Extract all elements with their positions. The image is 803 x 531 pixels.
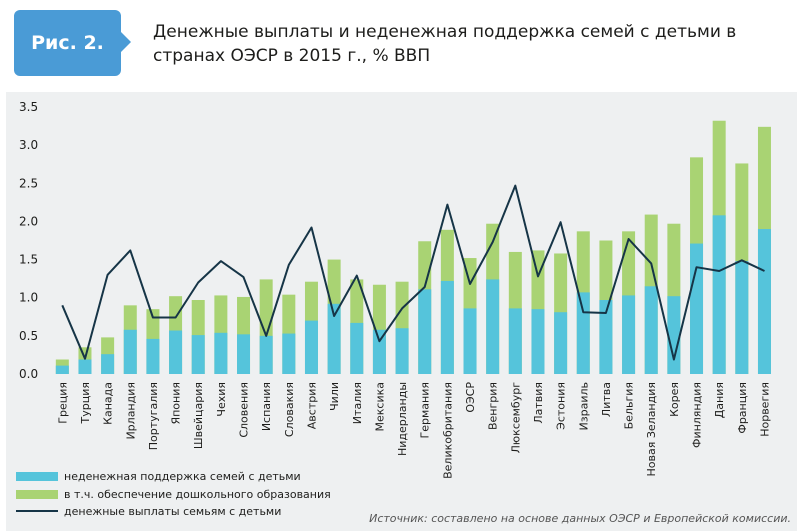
y-tick-label: 2.5 — [19, 176, 38, 190]
bar-non-monetary — [146, 338, 160, 374]
y-tick-label: 0.5 — [19, 329, 38, 343]
x-tick-label: Канада — [102, 382, 115, 425]
x-tick-label: Дания — [713, 382, 726, 418]
legend-swatch — [16, 490, 58, 499]
x-tick-label: Австрия — [305, 382, 318, 429]
x-tick-label: Испания — [260, 382, 273, 431]
chart-svg: 0.0 0.5 1.0 1.5 2.0 2.5 3.0 3.5 Греция Турция Кан… — [16, 100, 791, 525]
figure-badge-arrow — [120, 31, 131, 53]
bar-non-monetary — [169, 330, 183, 374]
source-note: Источник: составлено на основе данных ОЭ… — [369, 512, 791, 525]
x-tick-label: Чили — [328, 382, 341, 411]
bar-non-monetary — [259, 335, 273, 374]
x-tick-label: Чехия — [215, 382, 228, 417]
chart-title: Денежные выплаты и неденежная поддержка … — [153, 22, 737, 66]
x-tick-label: Словакия — [283, 382, 296, 437]
bar-non-monetary — [440, 280, 454, 374]
y-tick-label: 0.0 — [19, 367, 38, 381]
x-tick-label: Бельгия — [623, 382, 636, 429]
bar-non-monetary — [644, 286, 658, 374]
x-tick-label: Израиль — [577, 382, 590, 430]
x-tick-label: Швейцария — [192, 382, 205, 449]
bar-non-monetary — [486, 279, 500, 374]
bar-non-monetary — [712, 215, 726, 374]
x-tick-label: Финляндия — [691, 382, 704, 448]
bar-non-monetary — [78, 359, 92, 374]
bar-non-monetary — [735, 261, 749, 374]
bar-non-monetary — [327, 303, 341, 374]
x-tick-label: Ирландия — [124, 382, 137, 440]
x-tick-label: Эстония — [555, 382, 568, 430]
y-tick-label: 1.0 — [19, 291, 38, 305]
x-tick-label: Великобритания — [441, 382, 454, 479]
legend-label: денежные выплаты семьям с детьми — [64, 505, 281, 518]
x-tick-label: Словения — [238, 382, 251, 438]
bar-non-monetary — [237, 334, 251, 374]
x-tick-label: Люксембург — [509, 382, 522, 454]
bar-non-monetary — [350, 322, 364, 374]
x-tick-label: Корея — [668, 382, 681, 417]
bar-non-monetary — [554, 312, 568, 374]
y-axis: 0.0 0.5 1.0 1.5 2.0 2.5 3.0 3.5 — [19, 100, 38, 381]
bar-non-monetary — [463, 308, 477, 374]
chart-area: 0.0 0.5 1.0 1.5 2.0 2.5 3.0 3.5 Греция Турция Кан… — [6, 92, 797, 531]
bar-non-monetary — [667, 296, 681, 374]
x-tick-label: Венгрия — [487, 382, 500, 430]
x-tick-label: Португалия — [147, 382, 160, 450]
figure-badge: Рис. 2. — [14, 10, 121, 76]
bar-non-monetary — [576, 292, 590, 374]
x-tick-label: Литва — [600, 382, 613, 417]
bar-non-monetary — [55, 365, 69, 374]
bar-non-monetary — [690, 243, 704, 374]
x-tick-label: Нидерланды — [396, 382, 409, 456]
bar-non-monetary — [508, 308, 522, 374]
bar-non-monetary — [599, 300, 613, 374]
legend: неденежная поддержка семей с детьми в т.ч… — [16, 470, 331, 518]
bar-non-monetary — [531, 309, 545, 374]
y-tick-label: 1.5 — [19, 253, 38, 267]
y-tick-label: 2.0 — [19, 214, 38, 228]
x-tick-label: Новая Зеландия — [645, 382, 658, 477]
cash-line — [61, 184, 765, 361]
y-tick-label: 3.5 — [19, 100, 38, 114]
bars — [55, 120, 771, 374]
bar-non-monetary — [757, 229, 771, 374]
bar-non-monetary — [123, 329, 137, 374]
bar-non-monetary — [214, 332, 228, 374]
cash-line-path — [61, 184, 765, 361]
legend-label: неденежная поддержка семей с детьми — [64, 470, 301, 483]
bar-non-monetary — [101, 354, 115, 374]
x-tick-label: Мексика — [373, 382, 386, 431]
y-tick-label: 3.0 — [19, 138, 38, 152]
x-tick-label: Италия — [351, 382, 364, 424]
bar-non-monetary — [191, 335, 205, 374]
bar-non-monetary — [622, 295, 636, 374]
x-tick-label: ОЭСР — [464, 382, 477, 413]
bar-non-monetary — [304, 320, 318, 374]
bar-non-monetary — [372, 329, 386, 374]
x-tick-label: Турция — [79, 382, 92, 424]
x-tick-label: Норвегия — [758, 382, 771, 437]
legend-swatch — [16, 472, 58, 481]
bar-non-monetary — [418, 289, 432, 374]
x-tick-label: Латвия — [532, 382, 545, 424]
x-tick-label: Япония — [170, 382, 183, 425]
legend-label: в т.ч. обеспечение дошкольного образован… — [64, 488, 331, 501]
chart-header: Рис. 2. Денежные выплаты и неденежная по… — [0, 0, 803, 92]
bar-non-monetary — [282, 333, 296, 374]
x-tick-label: Франция — [736, 382, 749, 434]
x-axis: Греция Турция Канада Ирландия Португалия Япон… — [56, 382, 771, 479]
bar-non-monetary — [395, 328, 409, 374]
x-tick-label: Греция — [56, 382, 69, 424]
x-tick-label: Германия — [419, 382, 432, 438]
